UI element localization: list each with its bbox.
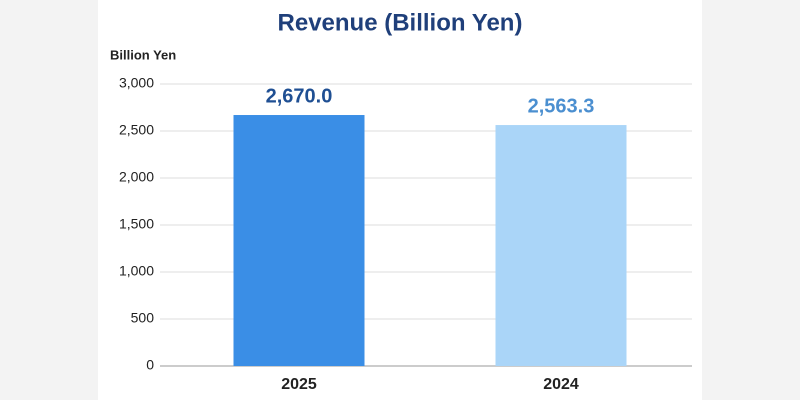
y-tick-label: 1,000: [119, 263, 154, 279]
y-tick-label: 2,000: [119, 169, 154, 185]
y-axis-label: Billion Yen: [110, 47, 176, 62]
y-tick-label: 500: [131, 310, 155, 326]
value-label: 2,563.3: [528, 95, 595, 117]
x-tick-label: 2025: [281, 376, 317, 393]
y-tick-label: 3,000: [119, 75, 154, 91]
bar: [233, 115, 365, 367]
chart-title: Revenue (Billion Yen): [278, 9, 523, 36]
y-tick-label: 0: [146, 357, 154, 373]
bar: [495, 125, 627, 366]
x-tick-label: 2024: [543, 376, 579, 393]
value-label: 2,670.0: [266, 85, 333, 107]
y-tick-label: 1,500: [119, 216, 154, 232]
y-tick-label: 2,500: [119, 122, 154, 138]
